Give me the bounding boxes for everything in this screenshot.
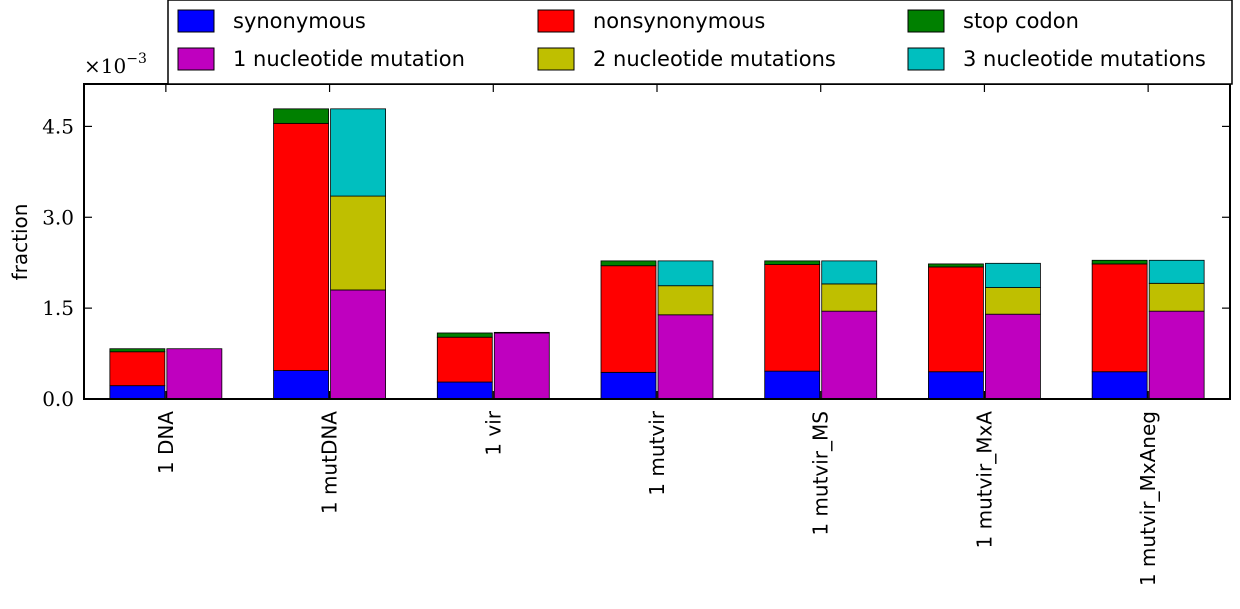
bar-synonymous-1-mutdna: [273, 370, 329, 400]
legend-swatch-2-nucleotide-mutations: [537, 47, 575, 71]
y-axis: 0.0 1.5 3.0 4.5: [42, 114, 1230, 411]
bar-1-nucleotide-mutation-1-dna: [166, 348, 223, 400]
y-axis-label: fraction: [8, 204, 32, 281]
x-tick-label-1-mutvir-mxaneg: 1 mutvir_MxAneg: [1136, 411, 1160, 586]
y-scale-multiplier: ×10−3: [84, 51, 147, 78]
bar-2-nucleotide-mutations-1-mutvir-mxaneg: [1148, 282, 1205, 312]
bar-synonymous-1-dna: [109, 385, 166, 400]
bar-synonymous-1-vir: [436, 381, 493, 400]
legend-label-1-nucleotide-mutation: 1 nucleotide mutation: [233, 47, 465, 71]
scale-base: ×10: [84, 54, 126, 78]
bar-1-nucleotide-mutation-1-mutvir-ms: [821, 310, 878, 400]
legend-swatch-stop-codon: [907, 9, 945, 33]
legend: synonymous nonsynonymous stop codon 1 nucle…: [167, 0, 1233, 85]
x-tick-label-1-mutvir-mxa: 1 mutvir_MxA: [972, 411, 996, 549]
y-tick-label: 4.5: [42, 114, 74, 138]
bar-1-nucleotide-mutation-1-mutvir-mxaneg: [1148, 310, 1205, 400]
bar-synonymous-1-mutvir-mxa: [928, 371, 984, 400]
legend-swatch-synonymous: [177, 9, 215, 33]
bar-nonsynonymous-1-mutvir: [600, 265, 657, 373]
legend-label-3-nucleotide-mutations: 3 nucleotide mutations: [963, 47, 1206, 71]
bar-1-nucleotide-mutation-1-vir: [493, 332, 550, 400]
bar-stop-codon-1-dna: [109, 348, 166, 353]
bar-synonymous-1-mutvir-ms: [764, 370, 821, 400]
bar-stop-codon-1-mutvir-mxaneg: [1091, 259, 1148, 265]
bar-nonsynonymous-1-vir: [436, 336, 493, 383]
bar-nonsynonymous-1-mutvir-ms: [764, 264, 821, 372]
bar-2-nucleotide-mutations-1-mutvir-mxa: [985, 287, 1041, 315]
bars-layer: [109, 108, 1205, 400]
bar-stop-codon-1-mutvir-ms: [764, 260, 821, 265]
bar-stop-codon-1-mutvir: [600, 260, 657, 267]
bar-3-nucleotide-mutations-1-mutvir-mxaneg: [1148, 259, 1205, 284]
bar-3-nucleotide-mutations-1-mutvir-ms: [821, 260, 878, 285]
legend-swatch-3-nucleotide-mutations: [907, 47, 945, 71]
x-tick-label-1-mutvir: 1 mutvir: [645, 410, 669, 495]
bar-stop-codon-1-mutdna: [273, 108, 329, 124]
x-tick-label-1-dna: 1 DNA: [154, 411, 178, 474]
bar-3-nucleotide-mutations-1-mutvir: [657, 260, 714, 287]
bar-stop-codon-1-mutvir-mxa: [928, 263, 984, 268]
bar-3-nucleotide-mutations-1-mutdna: [330, 108, 386, 197]
bar-1-nucleotide-mutation-1-mutvir-mxa: [985, 313, 1041, 400]
bar-3-nucleotide-mutations-1-mutvir-mxa: [985, 262, 1041, 288]
scale-exponent: −3: [126, 51, 147, 67]
legend-swatch-1-nucleotide-mutation: [177, 47, 215, 71]
legend-label-stop-codon: stop codon: [963, 9, 1079, 33]
bar-nonsynonymous-1-dna: [109, 351, 166, 387]
y-tick-label: 0.0: [42, 387, 74, 411]
plot-frame: [83, 83, 1231, 400]
bar-nonsynonymous-1-mutdna: [273, 122, 329, 371]
svg-text:×10−3: ×10−3: [84, 51, 147, 78]
x-axis: 1 DNA 1 mutDNA 1 vir 1 mutvir 1 mutvir_MS 1 m…: [154, 84, 1160, 586]
bar-synonymous-1-mutvir: [600, 371, 657, 400]
legend-swatch-nonsynonymous: [537, 9, 575, 33]
bar-nonsynonymous-1-mutvir-mxaneg: [1091, 263, 1148, 373]
bar-3-nucleotide-mutations-1-vir: [493, 331, 550, 334]
bar-1-nucleotide-mutation-1-mutvir: [657, 314, 714, 400]
bar-1-nucleotide-mutation-1-mutdna: [330, 289, 386, 400]
bar-stop-codon-1-vir: [436, 332, 493, 338]
x-tick-label-1-mutvir-ms: 1 mutvir_MS: [809, 411, 833, 536]
legend-box: [167, 0, 1233, 85]
y-tick-label: 1.5: [42, 296, 74, 320]
bar-2-nucleotide-mutations-1-mutvir-ms: [821, 283, 878, 312]
x-tick-label-1-mutdna: 1 mutDNA: [318, 411, 342, 514]
x-tick-label-1-vir: 1 vir: [481, 410, 505, 455]
bar-synonymous-1-mutvir-mxaneg: [1091, 371, 1148, 400]
legend-label-synonymous: synonymous: [233, 9, 366, 33]
legend-label-2-nucleotide-mutations: 2 nucleotide mutations: [593, 47, 836, 71]
bar-2-nucleotide-mutations-1-mutdna: [330, 195, 386, 291]
bar-nonsynonymous-1-mutvir-mxa: [928, 266, 984, 373]
y-tick-label: 3.0: [42, 205, 74, 229]
legend-label-nonsynonymous: nonsynonymous: [593, 9, 765, 33]
bar-2-nucleotide-mutations-1-mutvir: [657, 285, 714, 316]
